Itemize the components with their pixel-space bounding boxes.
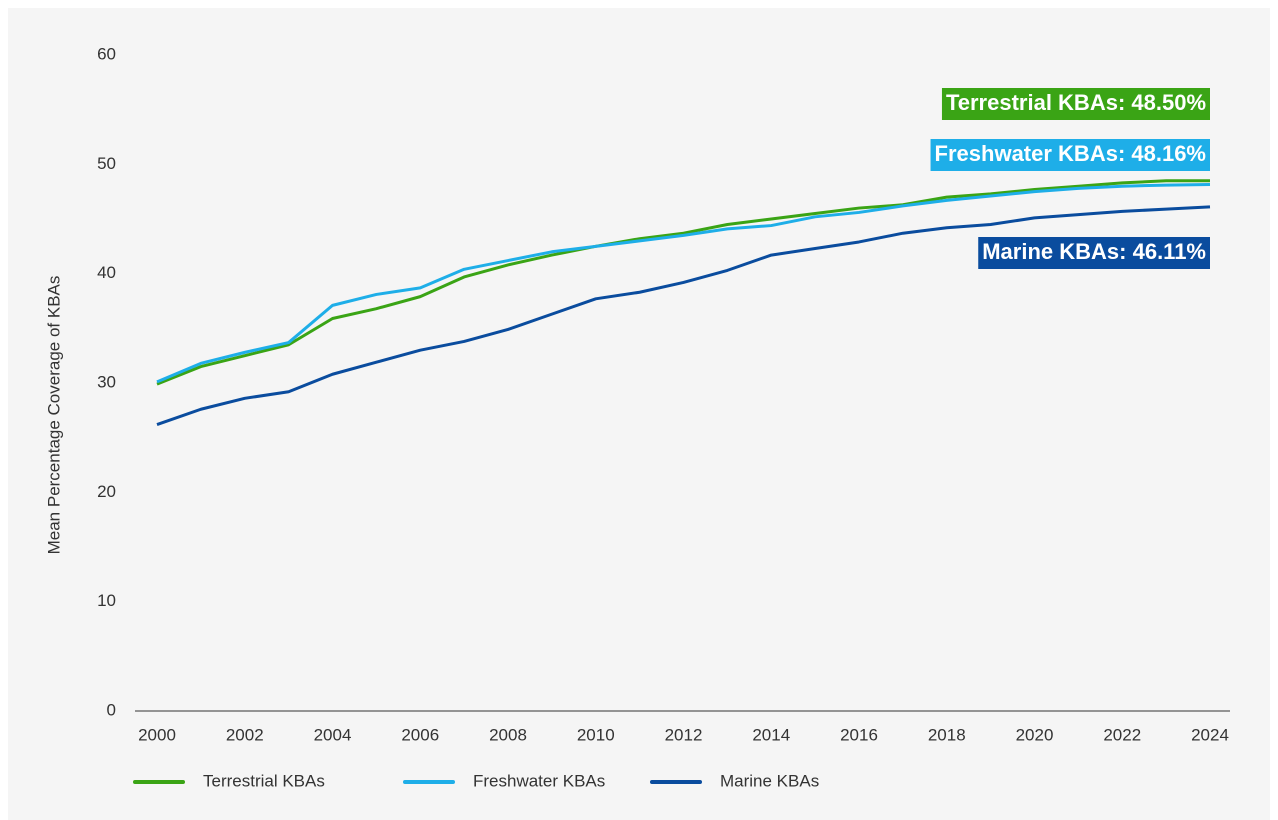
x-tick-label: 2014 — [752, 725, 790, 744]
x-tick-label: 2004 — [314, 725, 352, 744]
series-line — [156, 205, 1211, 426]
x-tick-label: 2010 — [577, 725, 615, 744]
x-tick-label: 2012 — [665, 725, 703, 744]
x-tick-label: 2002 — [226, 725, 264, 744]
end-label: Freshwater KBAs: 48.16% — [935, 141, 1206, 166]
x-tick-label: 2000 — [138, 725, 176, 744]
x-tick-label: 2024 — [1191, 725, 1229, 744]
end-label-box — [978, 237, 1210, 269]
x-tick-label: 2008 — [489, 725, 527, 744]
y-tick-label: 30 — [97, 372, 116, 391]
y-tick-label: 60 — [97, 44, 116, 63]
x-tick-label: 2022 — [1103, 725, 1141, 744]
y-tick-label: 10 — [97, 591, 116, 610]
x-tick-label: 2018 — [928, 725, 966, 744]
legend-label: Freshwater KBAs — [473, 771, 605, 790]
end-label-box — [941, 88, 1210, 120]
y-tick-label: 40 — [97, 263, 116, 282]
end-label-box — [930, 139, 1210, 171]
x-tick-label: 2016 — [840, 725, 878, 744]
series-line — [156, 179, 1210, 386]
end-label: Terrestrial KBAs: 48.50% — [946, 90, 1206, 115]
x-tick-label: 2006 — [401, 725, 439, 744]
legend-label: Marine KBAs — [720, 771, 819, 790]
y-axis-label: Mean Percentage Coverage of KBAs — [44, 276, 63, 555]
panel — [8, 8, 1270, 820]
x-tick-label: 2020 — [1016, 725, 1054, 744]
legend-label: Terrestrial KBAs — [203, 771, 325, 790]
series-line — [156, 182, 1211, 384]
y-tick-label: 20 — [97, 482, 116, 501]
end-label: Marine KBAs: 46.11% — [982, 239, 1206, 264]
y-tick-label: 0 — [107, 700, 116, 719]
y-tick-label: 50 — [97, 154, 116, 173]
